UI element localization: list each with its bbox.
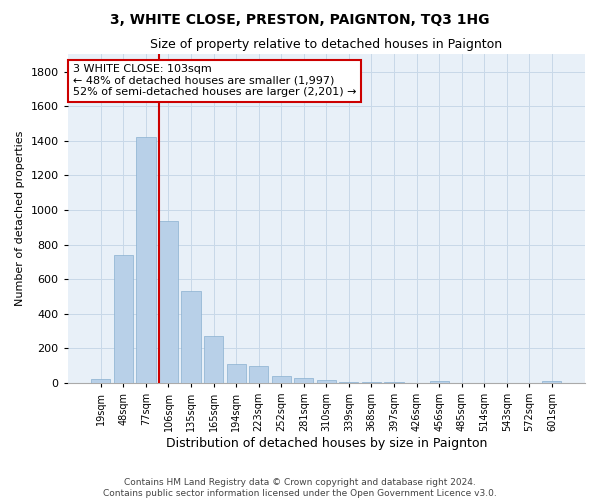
Text: 3 WHITE CLOSE: 103sqm
← 48% of detached houses are smaller (1,997)
52% of semi-d: 3 WHITE CLOSE: 103sqm ← 48% of detached …: [73, 64, 356, 98]
Title: Size of property relative to detached houses in Paignton: Size of property relative to detached ho…: [150, 38, 502, 51]
Y-axis label: Number of detached properties: Number of detached properties: [15, 131, 25, 306]
Text: 3, WHITE CLOSE, PRESTON, PAIGNTON, TQ3 1HG: 3, WHITE CLOSE, PRESTON, PAIGNTON, TQ3 1…: [110, 12, 490, 26]
Bar: [249, 366, 268, 383]
Bar: [204, 336, 223, 383]
X-axis label: Distribution of detached houses by size in Paignton: Distribution of detached houses by size …: [166, 437, 487, 450]
Bar: [317, 380, 336, 383]
Text: Contains HM Land Registry data © Crown copyright and database right 2024.
Contai: Contains HM Land Registry data © Crown c…: [103, 478, 497, 498]
Bar: [340, 382, 358, 383]
Bar: [385, 382, 404, 383]
Bar: [430, 381, 449, 383]
Bar: [542, 381, 562, 383]
Bar: [362, 382, 381, 383]
Bar: [272, 376, 291, 383]
Bar: [159, 222, 178, 383]
Bar: [136, 138, 155, 383]
Bar: [114, 255, 133, 383]
Bar: [294, 378, 313, 383]
Bar: [91, 379, 110, 383]
Bar: [181, 292, 200, 383]
Bar: [227, 364, 246, 383]
